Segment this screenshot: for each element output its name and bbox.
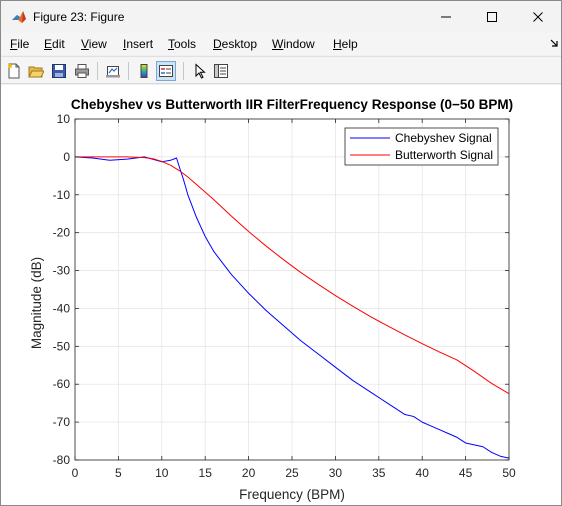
menu-view-mnemonic: V xyxy=(81,37,89,51)
menu-insert[interactable]: Insert xyxy=(123,37,153,51)
close-button[interactable] xyxy=(515,1,561,33)
y-tick-label: 0 xyxy=(63,150,70,164)
menu-view-rest: iew xyxy=(88,37,107,51)
menu-insert-mnemonic: I xyxy=(123,37,127,51)
menu-file-mnemonic: F xyxy=(10,37,18,51)
y-tick-label: -30 xyxy=(53,264,71,278)
x-tick-label: 35 xyxy=(372,466,386,480)
menu-help[interactable]: Help xyxy=(333,37,358,51)
minimize-button[interactable] xyxy=(423,1,469,33)
menu-edit-mnemonic: E xyxy=(44,37,53,51)
title-bar[interactable]: Figure 23: Figure xyxy=(1,1,561,33)
maximize-button[interactable] xyxy=(469,1,515,33)
edit-plot-button[interactable] xyxy=(189,61,209,81)
legend-box xyxy=(344,127,499,166)
y-tick-label: -70 xyxy=(53,415,71,429)
insert-colorbar-button[interactable] xyxy=(134,61,154,81)
matlab-app-icon xyxy=(12,11,26,23)
x-tick-label: 30 xyxy=(329,466,343,480)
menu-file-rest: ile xyxy=(17,37,30,51)
menu-edit-rest: dit xyxy=(52,37,65,51)
menu-tools-mnemonic: T xyxy=(168,37,174,51)
menu-desktop-rest: esktop xyxy=(221,37,258,51)
y-tick-label: -20 xyxy=(53,226,71,240)
menu-tools-rest: ools xyxy=(174,37,197,51)
dock-arrow-icon[interactable] xyxy=(549,38,559,48)
y-tick-label: -80 xyxy=(53,453,71,467)
save-icon xyxy=(52,64,66,78)
menu-desktop-mnemonic: D xyxy=(213,37,222,51)
axis-ticks: 0 5 10 15 20 25 30 35 40 45 50 10 0 -10 -20 -30 -40 -50 -6… xyxy=(53,112,516,480)
new-figure-icon xyxy=(8,63,20,79)
x-tick-label: 50 xyxy=(502,466,516,480)
menu-window-rest: indow xyxy=(283,37,315,51)
x-axis-label: Frequency (BPM) xyxy=(239,487,345,502)
x-tick-label: 45 xyxy=(459,466,473,480)
menu-edit[interactable]: Edit xyxy=(44,37,65,51)
legend[interactable]: Chebyshev Signal Butterworth Signal xyxy=(344,127,499,166)
menu-desktop[interactable]: Desktop xyxy=(213,37,257,51)
new-figure-button[interactable] xyxy=(4,61,24,81)
toolbar-separator xyxy=(97,62,98,80)
save-button[interactable] xyxy=(49,61,69,81)
menu-file[interactable]: File xyxy=(10,37,29,51)
link-plot-icon xyxy=(106,66,120,78)
toolbar-separator xyxy=(128,62,129,80)
butterworth-series-line xyxy=(75,156,510,395)
menu-help-rest: elp xyxy=(341,37,358,51)
y-tick-label: -10 xyxy=(53,188,71,202)
x-tick-label: 15 xyxy=(199,466,213,480)
menu-tools[interactable]: Tools xyxy=(168,37,196,51)
legend-butterworth-label: Butterworth Signal xyxy=(395,148,493,162)
property-inspector-icon xyxy=(214,64,228,78)
chebyshev-series-line xyxy=(74,156,510,459)
minimize-icon xyxy=(441,16,451,18)
link-plot-button[interactable] xyxy=(103,61,123,81)
x-tick-label: 0 xyxy=(72,466,79,480)
toolbar-separator xyxy=(183,62,184,80)
menu-bar: File Edit View Insert Tools Desktop Wind… xyxy=(1,33,561,55)
menu-window[interactable]: Window xyxy=(272,37,315,51)
property-inspector-button[interactable] xyxy=(211,61,231,81)
x-tick-label: 5 xyxy=(115,466,122,480)
menu-help-mnemonic: H xyxy=(333,37,342,51)
print-button[interactable] xyxy=(72,61,92,81)
insert-colorbar-icon xyxy=(140,64,148,78)
y-tick-label: -40 xyxy=(53,301,71,315)
print-icon xyxy=(75,64,89,78)
insert-legend-button[interactable] xyxy=(156,61,176,81)
x-tick-label: 40 xyxy=(416,466,430,480)
open-file-icon xyxy=(28,66,44,78)
plot-axes-svg[interactable]: 0 5 10 15 20 25 30 35 40 45 50 10 0 -10 -20 -30 -40 -50 -6… xyxy=(1,85,561,505)
maximize-icon xyxy=(487,12,497,22)
close-icon xyxy=(533,12,543,22)
y-tick-label: 10 xyxy=(57,112,71,126)
grid-lines xyxy=(74,118,510,461)
figure-toolbar xyxy=(1,56,561,84)
y-tick-label: -50 xyxy=(53,339,71,353)
open-file-button[interactable] xyxy=(26,61,46,81)
menu-insert-rest: nsert xyxy=(126,37,154,51)
x-tick-label: 10 xyxy=(155,466,169,480)
legend-chebyshev-label: Chebyshev Signal xyxy=(395,131,492,145)
insert-legend-icon xyxy=(159,65,173,77)
window-title: Figure 23: Figure xyxy=(33,10,125,24)
x-tick-label: 20 xyxy=(242,466,256,480)
chart-title: Chebyshev vs Butterworth IIR FilterFrequ… xyxy=(71,97,513,112)
y-tick-label: -60 xyxy=(53,377,71,391)
menu-view[interactable]: View xyxy=(81,37,107,51)
x-tick-label: 25 xyxy=(285,466,299,480)
menu-window-mnemonic: W xyxy=(272,37,284,51)
edit-plot-icon xyxy=(195,63,206,79)
plot-series xyxy=(74,156,510,459)
y-axis-label: Magnitude (dB) xyxy=(29,257,44,349)
